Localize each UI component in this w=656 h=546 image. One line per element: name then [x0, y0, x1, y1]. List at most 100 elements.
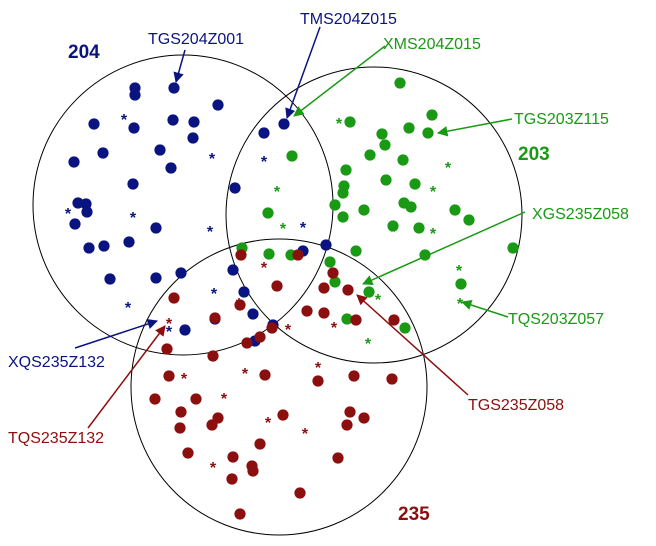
set-204-dot: [68, 156, 80, 168]
set-235-star-marker: *: [302, 426, 309, 443]
set-235-dot: [266, 322, 278, 334]
set-204-dot: [104, 273, 116, 285]
set-203-dot: [403, 122, 415, 134]
set-203-dot: [364, 149, 376, 161]
set-204-star-marker: *: [65, 206, 72, 223]
set-203-dot: [263, 248, 275, 260]
set-label-204: 204: [68, 42, 100, 63]
set-203-star-marker: *: [430, 226, 437, 243]
set-235-markers: *** * ** * *****: [149, 249, 400, 520]
set-235-dot: [254, 331, 266, 343]
set-235-dot: [341, 419, 353, 431]
set-235-dot: [358, 412, 370, 424]
set-203-dot: [405, 201, 417, 213]
set-235-dot: [294, 487, 306, 499]
set-235-star-marker: *: [261, 260, 268, 277]
set-204-dot: [175, 267, 187, 279]
callout-xqs235z132: XQS235Z132: [8, 354, 105, 371]
set-235-dot: [206, 419, 218, 431]
set-204-dot: [127, 178, 139, 190]
set-204-star-marker: *: [261, 154, 268, 171]
set-203-dot: [394, 77, 406, 89]
set-204-dot: [247, 308, 259, 320]
set-235-dot: [168, 292, 180, 304]
set-235-star-marker: *: [265, 415, 272, 432]
set-204-star-marker: *: [209, 151, 216, 168]
set-235-star-marker: *: [221, 391, 228, 408]
callout-tms204z015: TMS204Z015: [300, 11, 397, 28]
set-235-dot: [259, 369, 271, 381]
set-235-dot: [388, 314, 400, 326]
arrow-xms204z015: [293, 45, 386, 117]
set-204-dot: [167, 114, 179, 126]
set-235-dot: [234, 508, 246, 520]
set-203-dot: [380, 174, 392, 186]
set-204-dot: [188, 116, 200, 128]
callout-tqs203z057: TQS203Z057: [508, 311, 604, 328]
set-235-dot: [348, 370, 360, 382]
set-203-dot: [413, 222, 425, 234]
set-203-dot: [463, 214, 475, 226]
set-204-dot: [129, 89, 141, 101]
set-203-star-marker: *: [375, 292, 382, 309]
set-203-dot: [507, 242, 519, 254]
set-235-dot: [182, 447, 194, 459]
set-235-dot: [175, 406, 187, 418]
set-204-dot: [165, 162, 177, 174]
callout-tqs235z132: TQS235Z132: [8, 430, 104, 447]
set-203-dot: [337, 211, 349, 223]
set-203-star-marker: *: [336, 116, 343, 133]
set-203-star-marker: *: [430, 184, 437, 201]
set-203-dot: [426, 109, 438, 121]
set-235-star-marker: *: [210, 460, 217, 477]
set-203-dot: [399, 322, 411, 334]
set-235-dot: [386, 373, 398, 385]
callout-arrows: [74, 26, 526, 429]
set-label-235: 235: [398, 504, 430, 525]
set-235-dot: [207, 350, 219, 362]
arrow-xqs235z132: [74, 318, 158, 349]
set-203-dot: [286, 150, 298, 162]
set-235-star-marker: *: [285, 322, 292, 339]
set-235-dot: [190, 393, 202, 405]
callout-tgs235z058: TGS235Z058: [468, 397, 564, 414]
set-204-star-marker: *: [211, 286, 218, 303]
arrow-tgs204z001: [173, 49, 186, 84]
set-235-dot: [350, 314, 362, 326]
set-235-star-marker: *: [315, 360, 322, 377]
set-235-star-marker: *: [181, 371, 188, 388]
set-204-dot: [179, 324, 191, 336]
set-203-dot: [329, 199, 341, 211]
set-203-dot: [449, 204, 461, 216]
arrow-tgs235z058: [356, 294, 469, 396]
set-label-203: 203: [518, 144, 550, 165]
set-235-dot: [277, 409, 289, 421]
set-235-dot: [163, 370, 175, 382]
set-203-dot: [455, 278, 467, 290]
set-204-markers: ** ** ** ****: [65, 82, 332, 347]
set-203-dot: [363, 286, 375, 298]
set-203-dot: [341, 313, 353, 325]
set-235-dot: [161, 343, 173, 355]
set-235-circle: [130, 238, 428, 536]
set-235-dot: [241, 337, 253, 349]
set-235-dot: [235, 249, 247, 261]
arrow-xgs235z058: [362, 211, 526, 285]
set-203-circle: [225, 66, 523, 364]
set-203-star-marker: *: [390, 224, 397, 241]
set-235-dot: [332, 452, 344, 464]
set-235-dot: [149, 393, 161, 405]
set-203-dot: [422, 127, 434, 139]
callout-tgs204z001: TGS204Z001: [148, 31, 244, 48]
set-203-dot: [387, 220, 399, 232]
set-204-dot: [83, 242, 95, 254]
set-204-dot: [278, 118, 290, 130]
set-204-dot: [229, 182, 241, 194]
set-204-dot: [238, 286, 250, 298]
arrow-tms204z015: [285, 26, 321, 119]
set-235-dot: [227, 451, 239, 463]
arrow-tqs203z057: [461, 299, 509, 318]
set-235-star-marker: *: [166, 316, 173, 333]
set-204-star-marker: *: [166, 324, 173, 341]
set-204-dot: [98, 240, 110, 252]
